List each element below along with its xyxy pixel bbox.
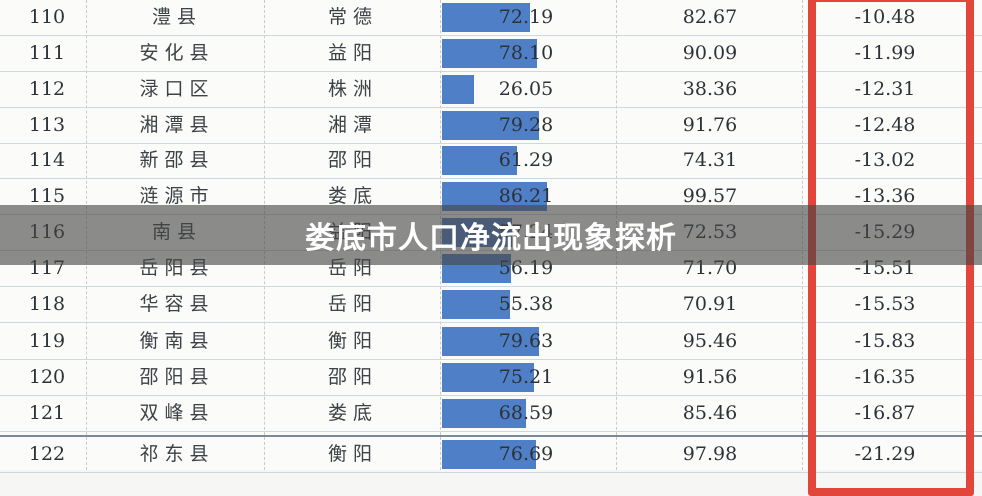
base-population-cell: 85.46 xyxy=(682,402,738,424)
rank-cell: 119 xyxy=(28,330,66,352)
change-cell: -11.99 xyxy=(854,42,916,64)
population-cell: 79.28 xyxy=(440,108,612,143)
population-value: 26.05 xyxy=(498,78,554,100)
city-cell: 娄底 xyxy=(327,402,378,424)
population-bar xyxy=(442,146,517,175)
population-bar xyxy=(442,363,534,392)
city-cell: 湘潭 xyxy=(327,114,378,136)
rank-cell: 112 xyxy=(28,78,66,100)
population-value: 68.59 xyxy=(498,402,554,424)
table-row: 112 渌口区 株洲 26.05 38.36 -12.31 xyxy=(0,72,982,108)
city-cell: 邵阳 xyxy=(327,149,378,171)
page-title: 娄底市人口净流出现象探析 xyxy=(305,221,677,256)
change-cell: -16.87 xyxy=(854,402,916,424)
base-population-cell: 90.09 xyxy=(682,42,738,64)
table-row: 119 衡南县 衡阳 79.63 95.46 -15.83 xyxy=(0,324,982,360)
city-cell: 娄底 xyxy=(327,185,378,207)
change-cell: -15.83 xyxy=(854,330,916,352)
rank-cell: 120 xyxy=(28,366,66,388)
city-cell: 衡阳 xyxy=(327,330,378,352)
population-cell: 61.29 xyxy=(440,143,612,178)
population-cell: 75.21 xyxy=(440,360,612,395)
population-bar xyxy=(442,75,474,104)
county-cell: 衡南县 xyxy=(139,330,215,352)
table-row: 121 双峰县 娄底 68.59 85.46 -16.87 xyxy=(0,396,982,432)
population-cell: 72.19 xyxy=(440,0,612,35)
population-cell: 26.05 xyxy=(440,72,612,107)
population-cell: 79.63 xyxy=(440,324,612,359)
change-cell: -15.53 xyxy=(854,293,916,315)
base-population-cell: 38.36 xyxy=(682,78,738,100)
city-cell: 衡阳 xyxy=(327,443,378,465)
population-bar xyxy=(442,399,526,428)
county-cell: 邵阳县 xyxy=(139,366,215,388)
population-cell: 76.69 xyxy=(440,437,612,472)
rank-cell: 110 xyxy=(28,6,66,28)
population-value: 55.38 xyxy=(498,293,554,315)
table-row: 111 安化县 益阳 78.10 90.09 -11.99 xyxy=(0,36,982,72)
county-cell: 澧县 xyxy=(151,6,202,28)
table-row: 120 邵阳县 邵阳 75.21 91.56 -16.35 xyxy=(0,360,982,396)
city-cell: 常德 xyxy=(327,6,378,28)
base-population-cell: 74.31 xyxy=(682,149,738,171)
city-cell: 岳阳 xyxy=(327,293,378,315)
population-bar xyxy=(442,3,530,32)
population-bar xyxy=(442,290,510,319)
population-cell: 55.38 xyxy=(440,287,612,322)
change-cell: -21.29 xyxy=(854,443,916,465)
rank-cell: 118 xyxy=(28,293,66,315)
base-population-cell: 91.56 xyxy=(682,366,738,388)
population-value: 86.21 xyxy=(498,185,554,207)
base-population-cell: 70.91 xyxy=(682,293,738,315)
base-population-cell: 91.76 xyxy=(682,114,738,136)
population-bar xyxy=(442,327,539,356)
change-cell: -16.35 xyxy=(854,366,916,388)
change-cell: -12.48 xyxy=(854,114,916,136)
base-population-cell: 99.57 xyxy=(682,185,738,207)
change-cell: -13.02 xyxy=(854,149,916,171)
population-value: 61.29 xyxy=(498,149,554,171)
population-value: 79.28 xyxy=(498,114,554,136)
population-bar xyxy=(442,39,537,68)
population-bar xyxy=(442,440,536,469)
population-cell: 68.59 xyxy=(440,396,612,431)
change-cell: -10.48 xyxy=(854,6,916,28)
county-cell: 安化县 xyxy=(139,42,215,64)
population-value: 78.10 xyxy=(498,42,554,64)
city-cell: 邵阳 xyxy=(327,366,378,388)
title-banner: 娄底市人口净流出现象探析 xyxy=(0,205,982,265)
table-row: 118 华容县 岳阳 55.38 70.91 -15.53 xyxy=(0,287,982,323)
county-cell: 双峰县 xyxy=(139,402,215,424)
rank-cell: 121 xyxy=(28,402,66,424)
county-cell: 湘潭县 xyxy=(139,114,215,136)
city-cell: 益阳 xyxy=(327,42,378,64)
table-row: 114 新邵县 邵阳 61.29 74.31 -13.02 xyxy=(0,143,982,179)
county-cell: 涟源市 xyxy=(139,185,215,207)
county-cell: 华容县 xyxy=(139,293,215,315)
population-cell: 78.10 xyxy=(440,36,612,71)
change-cell: -12.31 xyxy=(854,78,916,100)
base-population-cell: 97.98 xyxy=(682,443,738,465)
county-cell: 新邵县 xyxy=(139,149,215,171)
population-value: 72.19 xyxy=(498,6,554,28)
city-cell: 株洲 xyxy=(327,78,378,100)
rank-cell: 111 xyxy=(28,42,66,64)
rank-cell: 115 xyxy=(28,185,66,207)
rank-cell: 114 xyxy=(28,149,66,171)
county-cell: 祁东县 xyxy=(139,443,215,465)
population-bar xyxy=(442,111,539,140)
county-cell: 渌口区 xyxy=(139,78,215,100)
population-value: 76.69 xyxy=(498,443,554,465)
population-value: 75.21 xyxy=(498,366,554,388)
rank-cell: 113 xyxy=(28,114,66,136)
base-population-cell: 95.46 xyxy=(682,330,738,352)
table-row: 113 湘潭县 湘潭 79.28 91.76 -12.48 xyxy=(0,108,982,144)
rank-cell: 122 xyxy=(28,443,66,465)
change-cell: -13.36 xyxy=(854,185,916,207)
table-row: 110 澧县 常德 72.19 82.67 -10.48 xyxy=(0,0,982,36)
population-value: 79.63 xyxy=(498,330,554,352)
base-population-cell: 82.67 xyxy=(682,6,738,28)
